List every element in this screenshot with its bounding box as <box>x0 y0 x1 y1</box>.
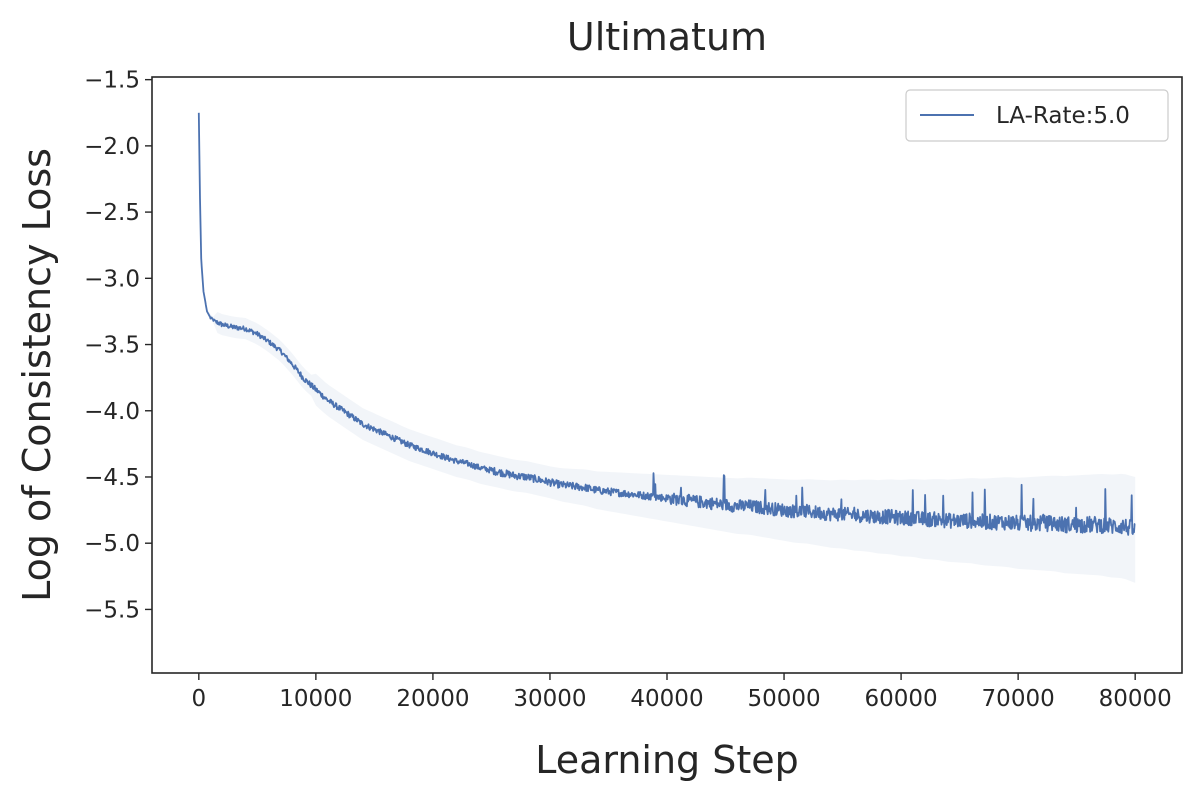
x-tick-label: 60000 <box>865 686 938 712</box>
y-tick-label: −3.5 <box>84 333 140 359</box>
x-tick-label: 0 <box>191 686 206 712</box>
y-tick-label: −5.0 <box>84 531 140 557</box>
y-axis-ticks: −1.5 −2.0 −2.5 −3.0 −3.5 −4.0 −4.5 −5.0 −5.5 <box>84 68 152 623</box>
confidence-band-layer <box>198 110 1136 583</box>
x-tick-label: 20000 <box>396 686 469 712</box>
series-band <box>198 110 1136 583</box>
y-tick-label: −1.5 <box>84 68 140 94</box>
chart-title: Ultimatum <box>567 15 767 59</box>
x-tick-label: 80000 <box>1099 686 1172 712</box>
y-tick-label: −4.5 <box>84 465 140 491</box>
y-tick-label: −4.0 <box>84 399 140 425</box>
y-axis-label: Log of Consistency Loss <box>15 148 59 602</box>
y-tick-label: −2.0 <box>84 134 140 160</box>
y-tick-label: −3.0 <box>84 266 140 292</box>
y-tick-label: −5.5 <box>84 597 140 623</box>
legend-label: LA-Rate:5.0 <box>996 103 1130 129</box>
x-axis-ticks: 0 10000 20000 30000 40000 50000 60000 70000 8000… <box>191 673 1172 712</box>
x-tick-label: 40000 <box>630 686 703 712</box>
legend-box <box>905 89 1169 142</box>
series-line-layer <box>197 112 1136 536</box>
legend: LA-Rate:5.0 <box>905 89 1169 142</box>
x-tick-label: 30000 <box>513 686 586 712</box>
x-tick-label: 70000 <box>982 686 1055 712</box>
x-axis-label: Learning Step <box>535 738 799 782</box>
x-tick-label: 10000 <box>279 686 352 712</box>
y-tick-label: −2.5 <box>84 200 140 226</box>
x-tick-label: 50000 <box>747 686 820 712</box>
series-line <box>197 112 1136 536</box>
